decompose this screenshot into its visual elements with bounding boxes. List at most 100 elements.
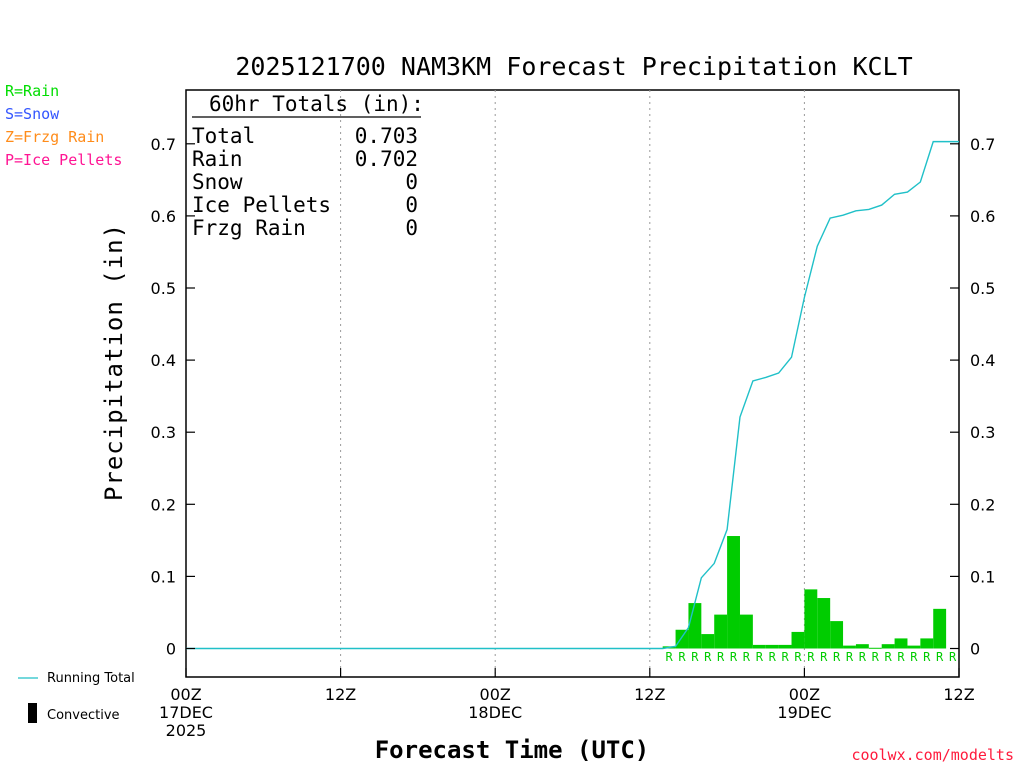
precip-bar xyxy=(920,638,934,649)
ptype-legend-item: P=Ice Pellets xyxy=(5,151,122,169)
precip-bar xyxy=(714,614,728,649)
y-tick-label-left: 0.3 xyxy=(151,423,176,442)
precip-bar xyxy=(778,644,792,649)
precip-bar xyxy=(881,644,895,649)
ptype-label: R xyxy=(794,650,802,664)
totals-row-label: Ice Pellets xyxy=(192,193,331,217)
y-tick-label-right: 0.6 xyxy=(970,207,995,226)
ptype-label: R xyxy=(846,650,854,664)
precip-bar xyxy=(701,634,715,649)
y-tick-label-right: 0.4 xyxy=(970,351,995,370)
precip-bar xyxy=(739,614,753,649)
ptype-label: R xyxy=(910,650,918,664)
totals-row-value: 0 xyxy=(405,170,418,194)
x-axis-label: Forecast Time (UTC) xyxy=(375,736,650,764)
totals-header: 60hr Totals (in): xyxy=(209,92,424,116)
totals-row-value: 0 xyxy=(405,216,418,240)
y-tick-label-left: 0.2 xyxy=(151,495,176,514)
x-tick-label: 12Z xyxy=(325,685,356,704)
y-axes: 0 00.1 0.10.2 0.20.3 0.30.4 0.40.5 0.50.6 0.60.… xyxy=(151,135,996,659)
x-tick-label: 18DEC xyxy=(468,703,522,722)
convective-legend-label: Convective xyxy=(47,708,120,723)
y-tick-label-right: 0.5 xyxy=(970,279,995,298)
ptype-label: R xyxy=(769,650,777,664)
ptype-legend-item: R=Rain xyxy=(5,82,59,100)
x-tick-label: 19DEC xyxy=(777,703,831,722)
y-tick-label-left: 0 xyxy=(166,640,176,659)
totals-row-label: Frzg Rain xyxy=(192,216,306,240)
ptype-label: R xyxy=(743,650,751,664)
x-tick-label: 12Z xyxy=(943,685,974,704)
precip-bar xyxy=(675,629,689,649)
ptype-legend: R=Rain S=Snow Z=Frzg Rain P=Ice Pellets xyxy=(5,82,122,169)
y-tick-label-left: 0.4 xyxy=(151,351,176,370)
y-tick-label-left: 0.7 xyxy=(151,135,176,154)
ptype-label: R xyxy=(859,650,867,664)
precip-bar xyxy=(688,603,702,649)
totals-row-value: 0.703 xyxy=(355,124,418,148)
y-tick-label-left: 0.5 xyxy=(151,279,176,298)
x-tick-label: 00Z xyxy=(170,685,201,704)
x-tick-label: 00Z xyxy=(789,685,820,704)
convective-swatch xyxy=(28,703,37,723)
precip-bar xyxy=(765,644,779,649)
precip-bar xyxy=(727,536,740,649)
ptype-label: R xyxy=(820,650,828,664)
ptype-label: R xyxy=(949,650,957,664)
x-tick-label: 2025 xyxy=(166,721,207,740)
precip-bar xyxy=(855,644,869,649)
ptype-label: R xyxy=(717,650,725,664)
ptype-label: R xyxy=(872,650,880,664)
y-tick-label-right: 0 xyxy=(970,640,980,659)
precip-bar xyxy=(817,598,831,649)
ptype-label: R xyxy=(756,650,764,664)
ptype-label: R xyxy=(704,650,712,664)
precip-bar xyxy=(868,647,882,649)
ptype-label: R xyxy=(678,650,686,664)
totals-row-label: Snow xyxy=(192,170,243,194)
ptype-legend-item: Z=Frzg Rain xyxy=(5,128,104,146)
y-tick-label-right: 0.2 xyxy=(970,495,995,514)
totals-row-value: 0.702 xyxy=(355,147,418,171)
ptype-legend-item: S=Snow xyxy=(5,105,60,123)
y-tick-label-right: 0.7 xyxy=(970,135,995,154)
ptype-label: R xyxy=(833,650,841,664)
running-total-group xyxy=(186,140,959,650)
precip-bar xyxy=(894,638,908,649)
precip-bar xyxy=(752,644,766,649)
totals-row-label: Total xyxy=(192,124,255,148)
y-tick-label-left: 0.1 xyxy=(151,567,176,586)
plot-frame xyxy=(185,89,960,678)
precip-bar xyxy=(791,631,805,649)
precip-bar xyxy=(804,589,818,649)
ptype-label: R xyxy=(923,650,931,664)
y-axis-label: Precipitation (in) xyxy=(100,223,128,501)
running-total-line xyxy=(186,140,959,650)
ptype-label: R xyxy=(781,650,789,664)
ptype-label: R xyxy=(897,650,905,664)
x-tick-label: 00Z xyxy=(480,685,511,704)
precip-bar xyxy=(933,608,947,649)
ptype-label: R xyxy=(730,650,738,664)
precip-bar xyxy=(830,621,844,649)
bars-group xyxy=(662,536,947,649)
precip-bar xyxy=(843,645,856,649)
totals-row-label: Rain xyxy=(192,147,243,171)
ptype-label: R xyxy=(936,650,944,664)
chart-title: 2025121700 NAM3KM Forecast Precipitation… xyxy=(235,52,912,81)
bottom-legend: Running Total Convective xyxy=(18,671,135,723)
ptype-label: R xyxy=(807,650,815,664)
x-tick-label: 17DEC xyxy=(159,703,213,722)
totals-row-value: 0 xyxy=(405,193,418,217)
x-tick-label: 12Z xyxy=(634,685,665,704)
site-credit: coolwx.com/modelts xyxy=(851,746,1014,764)
y-tick-label-right: 0.1 xyxy=(970,567,995,586)
ptype-label: R xyxy=(666,650,674,664)
totals-rows: Total 0.703 Rain 0.702 Snow 0 Ice Pellets 0 Frzg… xyxy=(192,124,418,240)
y-tick-label-left: 0.6 xyxy=(151,207,176,226)
running-total-legend-label: Running Total xyxy=(47,671,135,686)
y-tick-label-right: 0.3 xyxy=(970,423,995,442)
